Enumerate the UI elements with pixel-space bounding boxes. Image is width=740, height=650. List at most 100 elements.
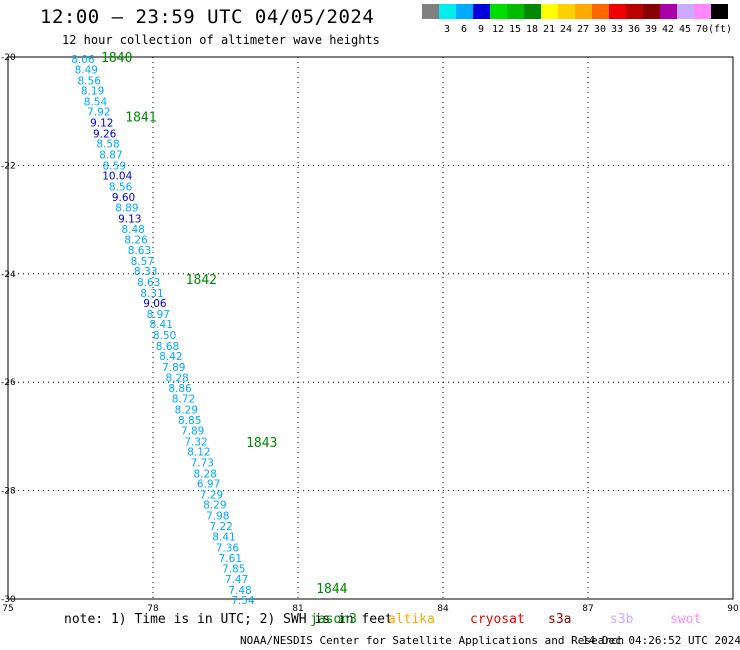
swh-value: 8.85 xyxy=(178,415,201,427)
satellite-label: s3b xyxy=(610,612,634,627)
swh-value: 8.63 xyxy=(128,245,151,257)
legend-swatch xyxy=(592,4,609,19)
swh-value: 9.06 xyxy=(143,298,167,310)
swh-value: 8.89 xyxy=(115,203,138,215)
swh-value: 8.29 xyxy=(175,404,198,416)
swh-value: 7.36 xyxy=(216,543,240,555)
legend-label: 6 xyxy=(460,24,468,35)
legend-label: 45 xyxy=(678,24,692,35)
legend-swatch xyxy=(643,4,660,19)
swh-value: 8.56 xyxy=(78,75,102,87)
swh-value: 7.98 xyxy=(206,511,229,523)
legend-swatch xyxy=(575,4,592,19)
swh-value: 8.41 xyxy=(150,319,173,331)
legend-swatch xyxy=(711,4,728,19)
swh-value: 9.13 xyxy=(118,214,141,226)
swh-value: 8.49 xyxy=(75,64,98,76)
swh-value: 8.06 xyxy=(71,54,95,66)
legend-swatch xyxy=(558,4,575,19)
swh-value: 7.22 xyxy=(209,521,232,533)
legend-swatch xyxy=(456,4,473,19)
swh-value: 8.68 xyxy=(156,341,179,353)
y-tick-label: -20 xyxy=(1,53,16,63)
chart-title: 12:00 – 23:59 UTC 04/05/2024 xyxy=(40,6,375,28)
legend-label: 36 xyxy=(627,24,641,35)
swh-value: 8.48 xyxy=(121,224,144,236)
x-tick-label: 75 xyxy=(2,604,13,612)
swh-value: 7.47 xyxy=(225,574,248,586)
legend-swatch xyxy=(677,4,694,19)
swh-value: 8.31 xyxy=(140,288,163,300)
swh-value: 7.32 xyxy=(184,436,207,448)
swh-value: 8.26 xyxy=(124,235,148,247)
swh-value: 8.97 xyxy=(147,309,170,321)
legend-swatch xyxy=(524,4,541,19)
swh-value: 8.41 xyxy=(212,532,235,544)
swh-value: 7.73 xyxy=(191,457,214,469)
x-tick-label: 90 xyxy=(727,604,739,612)
swh-value: 8.87 xyxy=(99,150,122,162)
swh-value: 9.26 xyxy=(93,128,117,140)
time-label: 1844 xyxy=(316,582,347,597)
swh-value: 10.04 xyxy=(102,171,132,183)
chart-subtitle: 12 hour collection of altimeter wave hei… xyxy=(62,33,380,47)
legend-label: 15 xyxy=(508,24,522,35)
y-tick-label: -28 xyxy=(1,487,16,497)
swh-value: 7.54 xyxy=(231,595,255,607)
legend-swatch xyxy=(541,4,558,19)
satellite-label: cryosat xyxy=(470,612,525,627)
x-tick-label: 87 xyxy=(582,604,593,612)
legend-swatch xyxy=(439,4,456,19)
swh-value: 8.50 xyxy=(153,330,176,342)
y-tick-label: -24 xyxy=(1,270,16,280)
footer-note: note: 1) Time is in UTC; 2) SWH is in fe… xyxy=(64,612,393,627)
swh-value: 8.56 xyxy=(109,182,133,194)
footer-timestamp: 14 Dec 04:26:52 UTC 2024 xyxy=(582,634,740,647)
satellite-label: swot xyxy=(670,612,702,627)
legend-swatch xyxy=(609,4,626,19)
satellite-label: jason3 xyxy=(310,612,357,627)
time-label: 1843 xyxy=(246,436,277,451)
legend-label: 42 xyxy=(661,24,675,35)
legend-swatch xyxy=(490,4,507,19)
x-tick-label: 84 xyxy=(437,604,449,612)
legend-label: 33 xyxy=(610,24,624,35)
footer-credit: NOAA/NESDIS Center for Satellite Applica… xyxy=(240,634,625,647)
legend-swatch xyxy=(660,4,677,19)
y-tick-label: -22 xyxy=(1,161,16,171)
swh-value: 8.54 xyxy=(84,96,108,108)
legend-label: 3 xyxy=(443,24,451,35)
swh-value: 8.28 xyxy=(165,372,188,384)
legend-swatch xyxy=(626,4,643,19)
swh-value: 8.59 xyxy=(103,160,126,172)
swh-value: 9.12 xyxy=(90,118,113,130)
legend-label: 18 xyxy=(525,24,539,35)
swh-value: 7.92 xyxy=(87,107,110,119)
time-label: 1842 xyxy=(186,273,217,288)
satellite-label: altika xyxy=(388,612,435,627)
swh-value: 6.97 xyxy=(197,479,220,491)
swh-value: 7.85 xyxy=(222,564,245,576)
legend-label: 12 xyxy=(491,24,505,35)
swh-value: 8.86 xyxy=(168,383,192,395)
swh-value: 8.58 xyxy=(96,139,119,151)
swh-value: 8.42 xyxy=(159,351,182,363)
swh-value: 8.72 xyxy=(172,393,195,405)
satellite-label: s3a xyxy=(548,612,572,627)
swh-value: 8.29 xyxy=(203,500,226,512)
swh-value: 8.28 xyxy=(194,468,217,480)
legend-label: 24 xyxy=(559,24,573,35)
legend-swatch xyxy=(694,4,711,19)
legend-label: 39 xyxy=(644,24,658,35)
y-tick-label: -26 xyxy=(1,378,16,388)
swh-value: 9.60 xyxy=(112,192,135,204)
swh-value: 7.89 xyxy=(162,362,185,374)
x-tick-label: 78 xyxy=(147,604,159,612)
swh-value: 8.63 xyxy=(137,277,160,289)
time-label: 1841 xyxy=(125,111,156,126)
swh-value: 7.48 xyxy=(228,585,251,597)
legend-label: 30 xyxy=(593,24,607,35)
legend-label: 27 xyxy=(576,24,590,35)
legend-label: 70 xyxy=(695,24,709,35)
swh-value: 7.89 xyxy=(181,425,204,437)
